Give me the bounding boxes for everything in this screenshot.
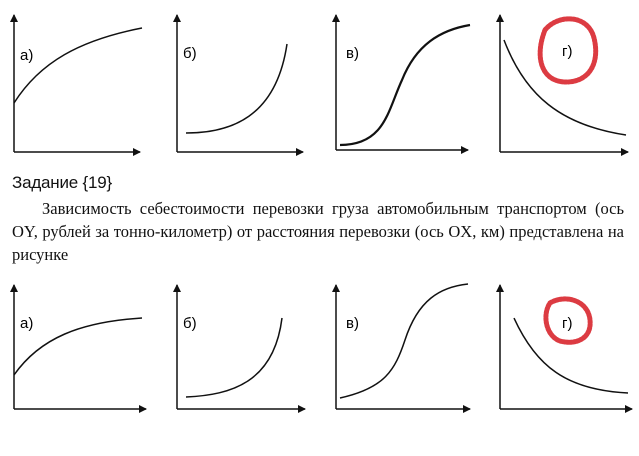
graph-a-bottom: а) [10, 284, 147, 413]
graph-b-bottom: б) [173, 284, 306, 413]
graph-g-bottom: г) [496, 284, 633, 413]
curve [13, 27, 143, 104]
graph-label: г) [562, 43, 572, 60]
graph-label: в) [346, 315, 359, 332]
graph-v-top: в) [332, 14, 471, 154]
curve [185, 317, 283, 398]
curve [185, 43, 288, 134]
graph-v-bottom: в) [332, 283, 471, 413]
task-text-block: Зависимость себестоимости перевозки груз… [12, 197, 624, 266]
graph-label: а) [20, 315, 33, 332]
graph-label: б) [183, 315, 197, 332]
task-text: Зависимость себестоимости перевозки груз… [12, 199, 624, 264]
graph-label: в) [346, 45, 359, 62]
graph-g-top: г) [496, 14, 629, 156]
curve [13, 317, 143, 376]
graph-label: б) [183, 45, 197, 62]
curve [513, 317, 629, 394]
answer-circle-highlight [537, 16, 599, 85]
curve [339, 23, 471, 147]
curve [339, 283, 469, 399]
graph-b-top: б) [173, 14, 304, 156]
answer-circle-highlight [543, 296, 593, 345]
curve [503, 39, 627, 136]
graph-label: г) [562, 315, 572, 332]
graph-a-top: а) [10, 14, 143, 156]
graph-label: а) [20, 47, 33, 64]
task-title: Задание {19} [12, 173, 113, 192]
